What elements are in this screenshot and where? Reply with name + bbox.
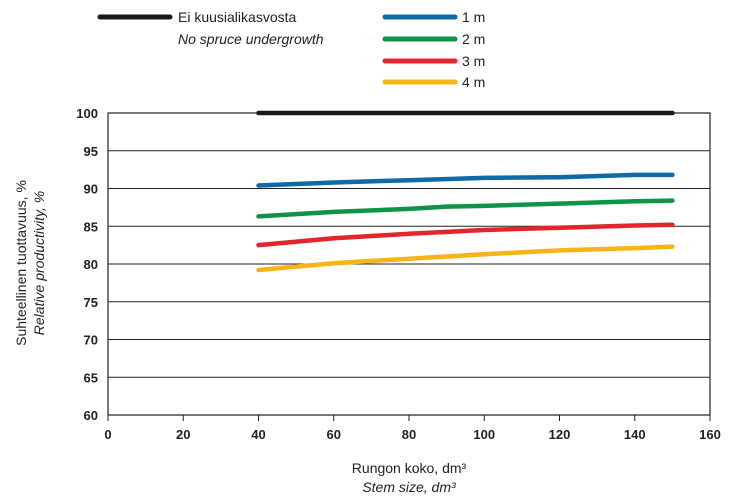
legend-label-no-undergrowth: Ei kuusialikasvosta [178,9,296,25]
x-tick-label: 20 [176,427,190,442]
y-tick-label: 80 [84,257,98,272]
y-tick-label: 85 [84,219,98,234]
x-tick-label: 60 [327,427,341,442]
x-tick-label: 100 [473,427,495,442]
y-tick-label: 95 [84,144,98,159]
x-tick-label: 160 [699,427,721,442]
series-line-3m [256,222,675,248]
x-tick-label: 40 [251,427,265,442]
series-line-4m [256,244,675,273]
gridlines [108,150,710,378]
legend: Ei kuusialikasvosta No spruce undergrowt… [97,9,485,90]
y-tick-label: 70 [84,333,98,348]
y-tick-label: 90 [84,182,98,197]
legend-label-2m: 2 m [462,31,485,47]
x-tick-label: 140 [624,427,646,442]
y-tick-label: 65 [84,370,98,385]
y-tick-label: 60 [84,408,98,423]
legend-label-4m: 4 m [462,74,485,90]
x-axis-label-en: Stem size, dm³ [362,479,456,495]
legend-label-1m: 1 m [462,9,485,25]
legend-label-3m: 3 m [462,53,485,69]
y-axis-label-en: Relative productivity, % [31,191,47,335]
series-line-1m [256,172,675,188]
x-tick-label: 120 [549,427,571,442]
x-tick-label: 80 [402,427,416,442]
x-tick-label: 0 [104,427,111,442]
y-tick-label: 75 [84,295,98,310]
series-lines [256,110,675,273]
series-line-2m [256,198,675,219]
x-axis-ticks: 0 20 40 60 80 100 120 140 160 [104,415,721,442]
legend-label-no-undergrowth-en: No spruce undergrowth [178,31,324,47]
y-tick-label: 100 [76,106,98,121]
x-axis-label: Rungon koko, dm³ [352,460,467,476]
y-axis-ticks: 100 95 90 85 80 75 70 65 60 [76,106,98,423]
y-axis-label: Suhteellinen tuottavuus, % [13,180,29,346]
